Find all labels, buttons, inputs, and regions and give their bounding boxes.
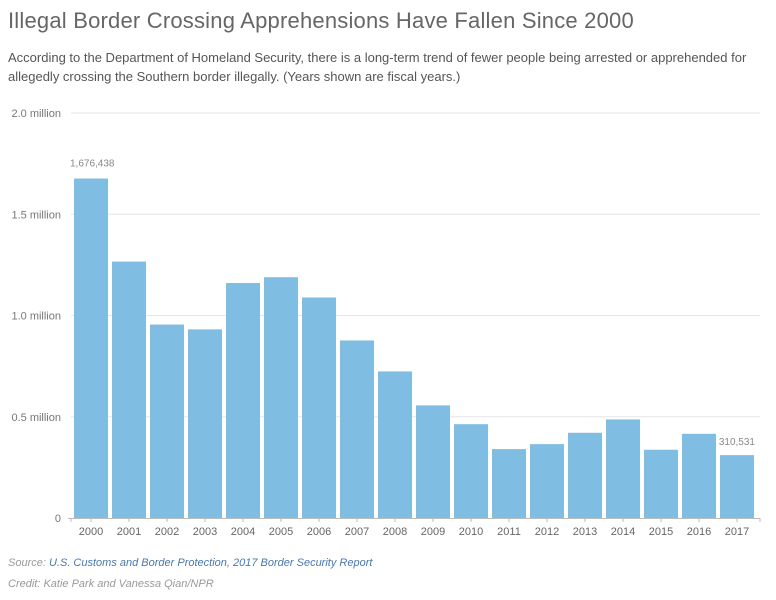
bar-2008 <box>378 371 412 518</box>
bars <box>74 178 754 518</box>
bar-2006 <box>302 297 336 518</box>
tick-labels: 0 0.5 million 1.0 million 1.5 million 2.0 mi… <box>11 108 755 538</box>
x-tick-label-2013: 2013 <box>573 526 597 538</box>
bar-2015 <box>644 449 678 518</box>
y-tick-label: 1.5 million <box>11 209 61 221</box>
x-tick-label-2015: 2015 <box>649 526 673 538</box>
x-tick-label-2009: 2009 <box>421 526 445 538</box>
x-tick-label-2002: 2002 <box>155 526 179 538</box>
x-tick-label-2001: 2001 <box>117 526 141 538</box>
bar-2000 <box>74 178 108 518</box>
y-tick-label: 0.5 million <box>11 412 61 424</box>
grid-lines <box>71 112 760 418</box>
x-tick-label-2012: 2012 <box>535 526 559 538</box>
bar-2016 <box>682 433 716 518</box>
bar-2014 <box>606 419 640 518</box>
bar-2010 <box>454 424 488 518</box>
x-tick-label-2007: 2007 <box>345 526 369 538</box>
bar-2007 <box>340 340 374 518</box>
x-tick-label-2005: 2005 <box>269 526 293 538</box>
y-tick-label: 2.0 million <box>11 108 61 120</box>
bar-2004 <box>226 283 260 518</box>
chart-subtitle: According to the Department of Homeland … <box>8 50 747 84</box>
y-tick-label: 0 <box>55 513 61 525</box>
data-label-2000: 1,676,438 <box>70 159 115 170</box>
chart-title: Illegal Border Crossing Apprehensions Ha… <box>8 8 634 33</box>
x-tick-label-2008: 2008 <box>383 526 407 538</box>
y-tick-label: 1.0 million <box>11 311 61 323</box>
x-tick-label-2006: 2006 <box>307 526 331 538</box>
bar-2012 <box>530 444 564 518</box>
credit-line: Credit: Katie Park and Vanessa Qian/NPR <box>8 578 214 590</box>
x-tick-label-2003: 2003 <box>193 526 217 538</box>
x-tick-label-2000: 2000 <box>79 526 103 538</box>
source-line: Source: U.S. Customs and Border Protecti… <box>8 557 372 569</box>
bar-2011 <box>492 449 526 518</box>
source-label: Source: <box>8 557 46 569</box>
source-link[interactable]: U.S. Customs and Border Protection, 2017… <box>48 557 373 569</box>
bar-2003 <box>188 329 222 518</box>
bar-2017 <box>720 455 754 518</box>
x-tick-label-2014: 2014 <box>611 526 635 538</box>
x-tick-label-2011: 2011 <box>497 526 521 538</box>
x-tick-label-2017: 2017 <box>725 526 749 538</box>
x-axis <box>68 518 761 522</box>
bar-2013 <box>568 432 602 518</box>
x-tick-label-2004: 2004 <box>231 526 255 538</box>
bar-2001 <box>112 261 146 518</box>
data-label-2017: 310,531 <box>719 437 756 448</box>
x-tick-label-2010: 2010 <box>459 526 483 538</box>
bar-2009 <box>416 405 450 518</box>
bar-2002 <box>150 324 184 518</box>
bar-2005 <box>264 277 298 518</box>
x-tick-label-2016: 2016 <box>687 526 711 538</box>
